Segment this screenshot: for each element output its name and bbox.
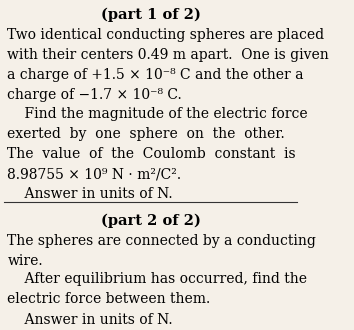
Text: 8.98755 × 10⁹ N · m²/C².: 8.98755 × 10⁹ N · m²/C². [7,167,182,181]
Text: (part 2 of 2): (part 2 of 2) [101,214,200,228]
Text: The spheres are connected by a conducting: The spheres are connected by a conductin… [7,234,316,248]
Text: Two identical conducting spheres are placed: Two identical conducting spheres are pla… [7,28,325,42]
Text: Answer in units of N.: Answer in units of N. [7,187,173,201]
Text: Answer in units of N.: Answer in units of N. [7,313,173,327]
Text: a charge of +1.5 × 10⁻⁸ C and the other a: a charge of +1.5 × 10⁻⁸ C and the other … [7,68,304,82]
Text: with their centers 0.49 m apart.  One is given: with their centers 0.49 m apart. One is … [7,48,329,62]
Text: After equilibrium has occurred, find the: After equilibrium has occurred, find the [7,272,307,286]
Text: (part 1 of 2): (part 1 of 2) [101,8,200,22]
Text: Find the magnitude of the electric force: Find the magnitude of the electric force [7,107,308,120]
Text: The  value  of  the  Coulomb  constant  is: The value of the Coulomb constant is [7,147,296,161]
Text: electric force between them.: electric force between them. [7,292,211,306]
Text: wire.: wire. [7,254,43,268]
Text: exerted  by  one  sphere  on  the  other.: exerted by one sphere on the other. [7,127,285,141]
Text: charge of −1.7 × 10⁻⁸ C.: charge of −1.7 × 10⁻⁸ C. [7,88,182,102]
